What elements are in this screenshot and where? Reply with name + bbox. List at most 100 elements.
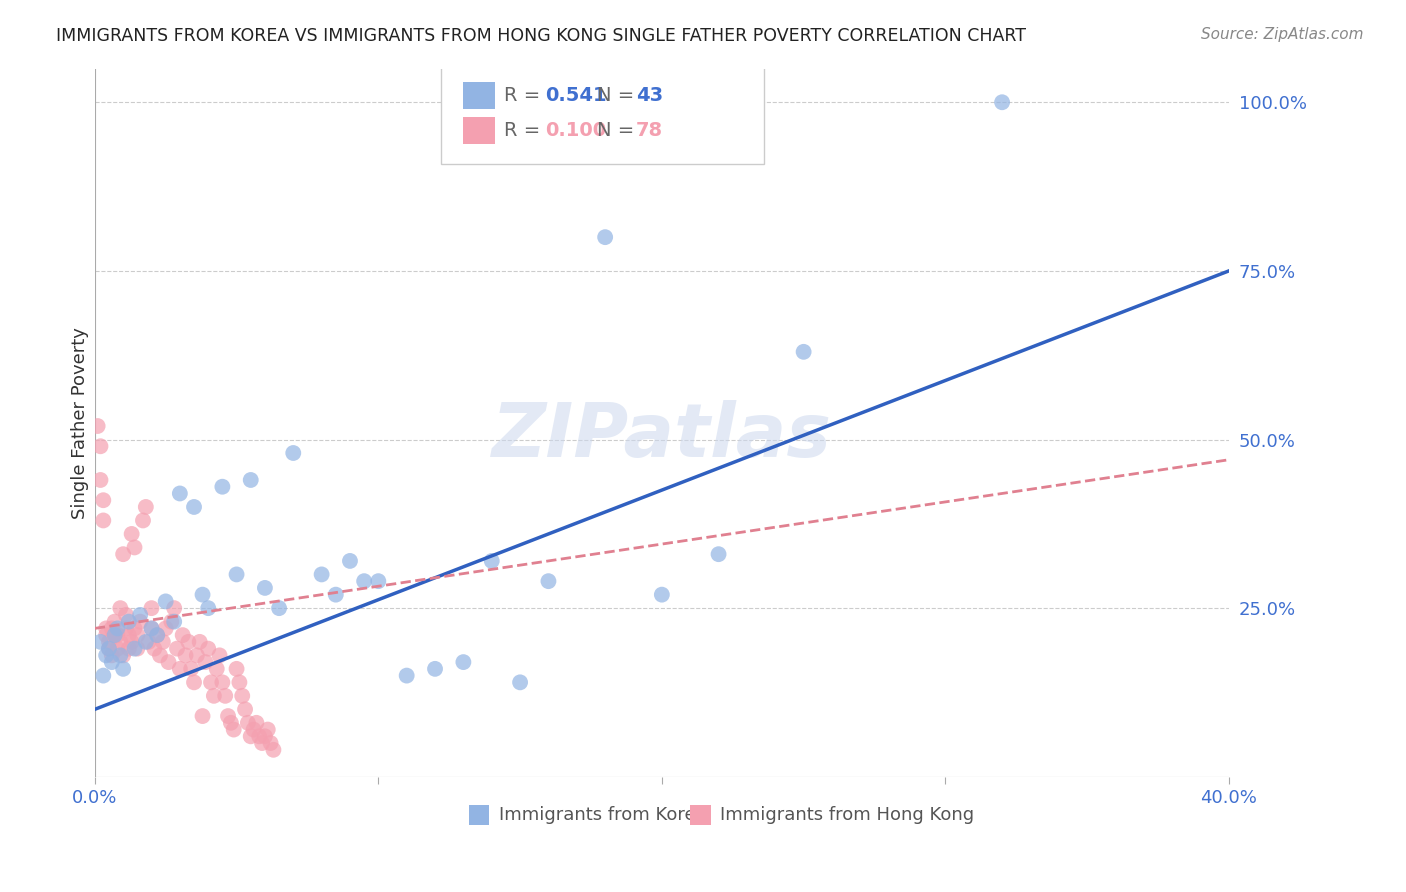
Point [129, 607, 152, 622]
Bar [464, 82, 495, 109]
Point [194, 655, 217, 669]
Point [132, 513, 155, 527]
Point [253, 729, 276, 743]
Point [247, 729, 270, 743]
Point [222, 723, 245, 737]
Point [593, 230, 616, 244]
Point [166, 641, 188, 656]
Point [89, 473, 111, 487]
Point [115, 621, 138, 635]
Point [110, 601, 132, 615]
Point [311, 567, 333, 582]
Point [107, 641, 129, 656]
Text: IMMIGRANTS FROM KOREA VS IMMIGRANTS FROM HONG KONG SINGLE FATHER POVERTY CORRELA: IMMIGRANTS FROM KOREA VS IMMIGRANTS FROM… [56, 27, 1026, 45]
Point [124, 641, 146, 656]
Point [225, 567, 247, 582]
Point [118, 615, 141, 629]
Point [177, 635, 200, 649]
Point [236, 715, 259, 730]
Point [98, 635, 121, 649]
Point [183, 675, 205, 690]
Point [211, 480, 233, 494]
Point [453, 655, 475, 669]
Text: R =: R = [505, 121, 547, 140]
Point [91, 513, 114, 527]
Point [163, 615, 186, 629]
Text: Source: ZipAtlas.com: Source: ZipAtlas.com [1201, 27, 1364, 42]
Text: Immigrants from Korea: Immigrants from Korea [499, 806, 706, 824]
Point [155, 621, 177, 635]
Point [197, 601, 219, 615]
Text: 78: 78 [636, 121, 662, 140]
Point [115, 607, 138, 622]
Point [395, 668, 418, 682]
Point [124, 541, 146, 555]
Text: Immigrants from Hong Kong: Immigrants from Hong Kong [720, 806, 974, 824]
Point [225, 662, 247, 676]
Point [110, 635, 132, 649]
Point [149, 648, 172, 663]
Point [174, 648, 197, 663]
Point [146, 628, 169, 642]
Point [135, 635, 157, 649]
Bar [690, 805, 710, 825]
Point [197, 641, 219, 656]
Point [228, 675, 250, 690]
Point [155, 594, 177, 608]
Point [169, 662, 191, 676]
Point [141, 601, 163, 615]
Point [94, 628, 117, 642]
Point [991, 95, 1014, 110]
Point [259, 736, 281, 750]
Point [217, 709, 239, 723]
Text: 0.100: 0.100 [546, 121, 606, 140]
Point [118, 641, 141, 656]
Y-axis label: Single Father Poverty: Single Father Poverty [72, 326, 89, 518]
Point [239, 473, 262, 487]
Point [186, 648, 208, 663]
Point [245, 715, 267, 730]
Point [253, 581, 276, 595]
Text: 43: 43 [636, 86, 662, 105]
Point [283, 446, 305, 460]
Point [180, 662, 202, 676]
Point [121, 527, 143, 541]
Bar [470, 805, 489, 825]
Point [651, 588, 673, 602]
Point [367, 574, 389, 589]
Point [127, 641, 149, 656]
Text: ZIPatlas: ZIPatlas [492, 401, 832, 474]
Point [211, 675, 233, 690]
Point [138, 635, 160, 649]
Point [191, 588, 214, 602]
Point [112, 648, 135, 663]
Point [118, 628, 141, 642]
Text: N =: N = [598, 121, 641, 140]
Point [191, 709, 214, 723]
Point [146, 628, 169, 642]
Point [481, 554, 503, 568]
Point [250, 736, 273, 750]
Point [262, 743, 284, 757]
Point [353, 574, 375, 589]
Point [325, 588, 347, 602]
Point [89, 635, 111, 649]
Point [91, 493, 114, 508]
Point [793, 344, 815, 359]
Point [163, 601, 186, 615]
Point [157, 655, 180, 669]
Point [169, 486, 191, 500]
Point [104, 628, 127, 642]
Point [94, 648, 117, 663]
Point [256, 723, 278, 737]
Point [107, 628, 129, 642]
Point [98, 641, 121, 656]
Point [509, 675, 531, 690]
Point [219, 715, 242, 730]
Text: 0.541: 0.541 [546, 86, 606, 105]
Point [214, 689, 236, 703]
Point [135, 500, 157, 514]
Text: N =: N = [598, 86, 641, 105]
Bar [464, 118, 495, 145]
Point [537, 574, 560, 589]
